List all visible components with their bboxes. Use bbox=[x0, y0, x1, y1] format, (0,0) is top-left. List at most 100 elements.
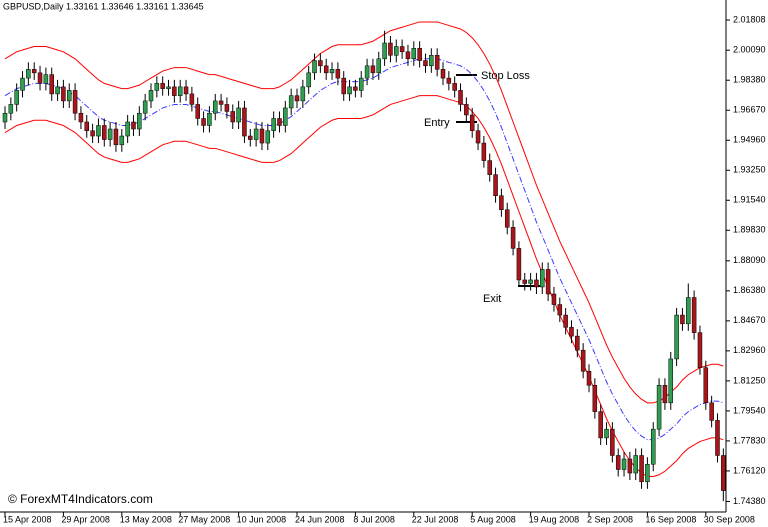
candle-body bbox=[645, 464, 650, 483]
candle-body bbox=[715, 420, 720, 456]
candle-body bbox=[113, 128, 119, 146]
y-tick-label: 2.01808 bbox=[733, 14, 766, 24]
candle-body bbox=[592, 385, 598, 412]
y-tick-label: 2.00090 bbox=[733, 45, 766, 55]
candle-body bbox=[230, 111, 236, 123]
candle-body bbox=[540, 269, 545, 288]
candle-body bbox=[487, 160, 492, 175]
candle-body bbox=[405, 51, 411, 60]
candle-body bbox=[300, 86, 306, 102]
y-tick-label: 1.74380 bbox=[733, 496, 766, 506]
x-tick-label: 8 Jul 2008 bbox=[353, 514, 395, 524]
candle-body bbox=[721, 455, 726, 491]
exit-label: Exit bbox=[483, 293, 501, 305]
candle-body bbox=[8, 104, 14, 114]
candle-body bbox=[201, 118, 206, 126]
candle-body bbox=[142, 100, 148, 114]
candle-body bbox=[90, 130, 95, 137]
candle-body bbox=[417, 48, 422, 61]
y-tick-label: 1.88090 bbox=[733, 255, 766, 265]
candle-body bbox=[499, 195, 504, 210]
candle-body bbox=[586, 370, 592, 386]
candle-body bbox=[55, 86, 60, 95]
candle-body bbox=[31, 69, 37, 74]
watermark: © ForexMT4Indicators.com bbox=[8, 492, 153, 506]
candle-body bbox=[242, 107, 247, 137]
candle-body bbox=[545, 269, 551, 295]
candle-body bbox=[557, 304, 563, 316]
candle-body bbox=[598, 411, 603, 439]
candle-body bbox=[224, 104, 230, 112]
candle-body bbox=[323, 65, 329, 74]
candle-body bbox=[674, 314, 679, 360]
candle-body bbox=[119, 135, 125, 146]
candle-body bbox=[516, 248, 522, 281]
candle-body bbox=[236, 107, 241, 123]
candle-body bbox=[253, 128, 259, 140]
y-tick-label: 1.93250 bbox=[733, 165, 766, 175]
candle-body bbox=[183, 86, 189, 95]
candle-body bbox=[464, 104, 469, 116]
candle-body bbox=[534, 279, 539, 288]
candle-body bbox=[510, 227, 516, 249]
candle-body bbox=[207, 112, 212, 126]
y-tick-label: 1.79540 bbox=[733, 405, 766, 415]
y-tick-label: 1.84670 bbox=[733, 315, 766, 325]
candle-body bbox=[341, 77, 346, 95]
candle-body bbox=[125, 121, 130, 137]
candle-body bbox=[563, 314, 568, 328]
candle-body bbox=[265, 130, 271, 144]
candle-body bbox=[347, 86, 352, 95]
candle-body bbox=[312, 60, 317, 74]
candle-body bbox=[189, 93, 195, 105]
candle-body bbox=[423, 60, 428, 67]
candle-body bbox=[212, 100, 218, 114]
x-tick-label: 27 May 2008 bbox=[178, 514, 230, 524]
candle-body bbox=[277, 118, 282, 126]
candle-body bbox=[72, 90, 78, 114]
candle-body bbox=[709, 402, 714, 421]
candle-body bbox=[248, 135, 253, 140]
candle-body bbox=[49, 74, 54, 95]
candle-body bbox=[107, 128, 113, 140]
candle-body bbox=[66, 90, 72, 102]
x-tick-label: 24 Jun 2008 bbox=[295, 514, 345, 524]
candle-body bbox=[335, 69, 341, 79]
candle-body bbox=[148, 90, 154, 102]
candle-body bbox=[604, 428, 609, 439]
candle-body bbox=[283, 107, 288, 126]
candle-body bbox=[621, 458, 627, 470]
band-line bbox=[4, 95, 724, 478]
candle-body bbox=[691, 297, 697, 333]
candle-body bbox=[504, 209, 510, 228]
candle-body bbox=[458, 90, 463, 105]
x-tick-label: 29 Apr 2008 bbox=[61, 514, 110, 524]
x-tick-label: 30 Sep 2008 bbox=[704, 514, 755, 524]
candle-body bbox=[37, 72, 43, 84]
candle-body bbox=[318, 60, 323, 67]
candle-body bbox=[20, 77, 25, 91]
y-tick-label: 1.98380 bbox=[733, 75, 766, 85]
x-tick-label: 10 Jun 2008 bbox=[237, 514, 287, 524]
candle-body bbox=[680, 314, 685, 325]
candle-body bbox=[522, 279, 528, 284]
candle-body bbox=[475, 130, 481, 144]
y-tick-label: 1.96670 bbox=[733, 105, 766, 115]
y-tick-label: 1.89830 bbox=[733, 225, 766, 235]
candle-body bbox=[288, 95, 294, 109]
candle-body bbox=[96, 125, 101, 137]
x-tick-label: 15 Apr 2008 bbox=[3, 514, 52, 524]
candle-body bbox=[528, 279, 533, 284]
candle-body bbox=[399, 46, 405, 53]
candle-body bbox=[172, 86, 177, 96]
candle-body bbox=[610, 428, 615, 456]
y-tick-label: 1.81250 bbox=[733, 375, 766, 385]
x-tick-label: 16 Sep 2008 bbox=[645, 514, 696, 524]
candle-body bbox=[575, 335, 580, 351]
candle-body bbox=[84, 121, 90, 132]
candle-body bbox=[615, 455, 621, 470]
candle-body bbox=[446, 77, 452, 84]
y-tick-label: 1.76120 bbox=[733, 465, 766, 475]
candle-body bbox=[627, 458, 633, 474]
